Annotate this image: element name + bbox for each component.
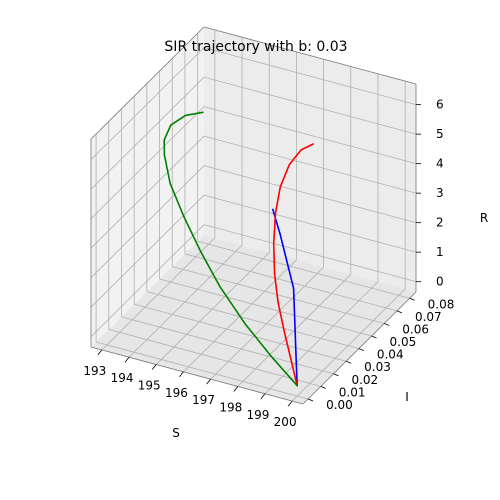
grid-line-z-back	[203, 165, 417, 224]
y-tick-mark	[409, 297, 415, 301]
y-axis-label: I	[405, 390, 409, 404]
z-tick-label: 6	[436, 98, 444, 112]
x-tick-mark	[179, 371, 184, 378]
x-tick-mark	[233, 386, 239, 392]
tick-labels: 193 194 195 196 197 198 199 200 0.000.010.020.03…	[83, 98, 454, 429]
grid-line-z-back	[203, 224, 417, 283]
y-tick-mark	[384, 323, 390, 326]
grid-line-z-left	[90, 224, 205, 337]
chart-title: SIR trajectory with b: 0.03	[164, 39, 347, 55]
edge-left-top	[90, 26, 205, 140]
grid-line-y-floor	[134, 303, 347, 362]
y-tick-label: 0.04	[377, 348, 404, 362]
z-tick-label: 5	[436, 127, 444, 141]
z-tick-label: 0	[436, 275, 444, 289]
series-line-2	[272, 143, 315, 387]
x-tick-mark	[97, 349, 103, 356]
x-tick-label: 193	[83, 364, 106, 378]
grid-line-z-left	[90, 47, 205, 160]
pane-xz-back	[204, 27, 416, 292]
grid-line-z-back	[203, 106, 417, 165]
z-tick-label: 4	[436, 157, 444, 171]
grid-line-y-floor	[197, 240, 410, 299]
grid-line-y-floor	[121, 316, 334, 375]
x-tick-label: 200	[274, 415, 297, 429]
grid-line-z-left	[90, 135, 205, 249]
x-axis-label: S	[172, 426, 180, 440]
x-tick-label: 198	[219, 400, 242, 414]
grid-line-y-floor	[108, 328, 321, 387]
grid-line-y-floor	[184, 253, 398, 312]
grid-line-y-floor	[95, 341, 309, 400]
grid-line-z-back	[203, 194, 417, 253]
x-tick-label: 197	[192, 393, 215, 407]
series-lines	[163, 111, 315, 387]
grid-line-z-left	[90, 76, 205, 190]
grid-line-z-left	[90, 106, 205, 219]
z-tick-label: 2	[436, 216, 444, 230]
y-tick-mark	[320, 386, 326, 389]
grid-line-z-back	[203, 76, 417, 135]
x-tick-mark	[260, 393, 266, 400]
y-tick-mark	[346, 360, 352, 364]
x-tick-mark	[151, 364, 157, 370]
y-tick-label: 0.02	[351, 373, 378, 387]
grid-line-z-left	[90, 194, 205, 308]
x-tick-label: 195	[138, 379, 161, 393]
x-tick-label: 196	[165, 386, 188, 400]
grid-lines	[90, 29, 417, 402]
y-tick-label: 0.06	[402, 322, 429, 336]
y-tick-mark	[307, 398, 314, 402]
x-tick-label: 199	[246, 408, 269, 422]
y-tick-label: 0.05	[390, 335, 417, 349]
x-tick-mark	[206, 378, 211, 385]
y-tick-label: 0.00	[326, 398, 353, 412]
y-tick-mark	[371, 335, 377, 339]
grid-line-z-back	[203, 47, 417, 106]
y-tick-label: 0.01	[339, 385, 366, 399]
x-axis-line	[90, 346, 304, 405]
y-tick-label: 0.07	[415, 310, 442, 324]
x-tick-mark	[287, 400, 293, 407]
x-tick-label: 194	[111, 371, 134, 385]
y-tick-mark	[396, 310, 403, 314]
pane-yz-left	[91, 27, 204, 347]
edge-back-top	[203, 26, 417, 85]
series-line-1	[271, 208, 299, 387]
y-tick-label: 0.08	[428, 297, 455, 311]
z-tick-label: 1	[436, 245, 444, 259]
grid-line-z-back	[203, 135, 417, 194]
pane-xy-floor	[91, 235, 416, 404]
x-tick-mark	[124, 356, 130, 363]
y-tick-mark	[358, 348, 365, 352]
grid-line-y-floor	[172, 266, 385, 324]
z-tick-label: 3	[436, 186, 444, 200]
grid-line-y-floor	[159, 278, 372, 337]
z-axis-label: R	[480, 211, 488, 225]
y-tick-label: 0.03	[364, 360, 391, 374]
grid-line-z-left	[90, 165, 205, 278]
y-tick-mark	[333, 373, 339, 377]
grid-line-y-floor	[146, 291, 359, 350]
series-line-3	[163, 111, 299, 387]
